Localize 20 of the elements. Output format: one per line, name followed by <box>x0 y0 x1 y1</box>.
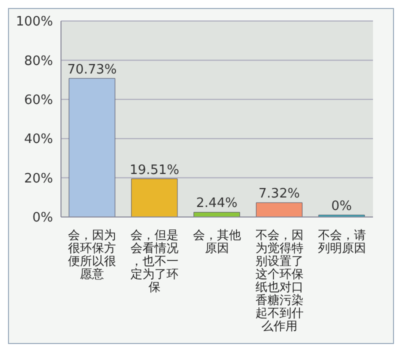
data-label: 0% <box>331 199 352 214</box>
bar <box>131 178 178 217</box>
x-tick-label: 会，因为很环保方便所以很愿意 <box>68 228 116 281</box>
x-tick-label: 会，其他原因 <box>193 228 241 255</box>
y-tick-label: 80% <box>24 54 53 69</box>
data-label: 2.44% <box>196 196 238 212</box>
y-tick-label: 20% <box>24 171 53 186</box>
data-label: 7.32% <box>258 186 300 202</box>
bar <box>68 78 116 217</box>
data-label: 19.51% <box>130 162 180 178</box>
y-tick-label: 60% <box>24 93 53 108</box>
bar <box>256 202 302 217</box>
y-tick-label: 100% <box>16 14 53 30</box>
data-label: 70.73% <box>67 62 117 78</box>
y-tick-label: 40% <box>24 132 53 148</box>
x-tick-label: 会，但是会看情况，也不一定为了环保 <box>130 228 179 294</box>
y-tick-label: 0% <box>32 210 53 226</box>
x-tick-label: 不会，请列明原因 <box>318 228 366 255</box>
bar <box>194 212 240 217</box>
x-tick-label: 不会，因为觉得特别设置了这个环保纸也对口香糖污染起不到什么作用 <box>255 228 304 333</box>
